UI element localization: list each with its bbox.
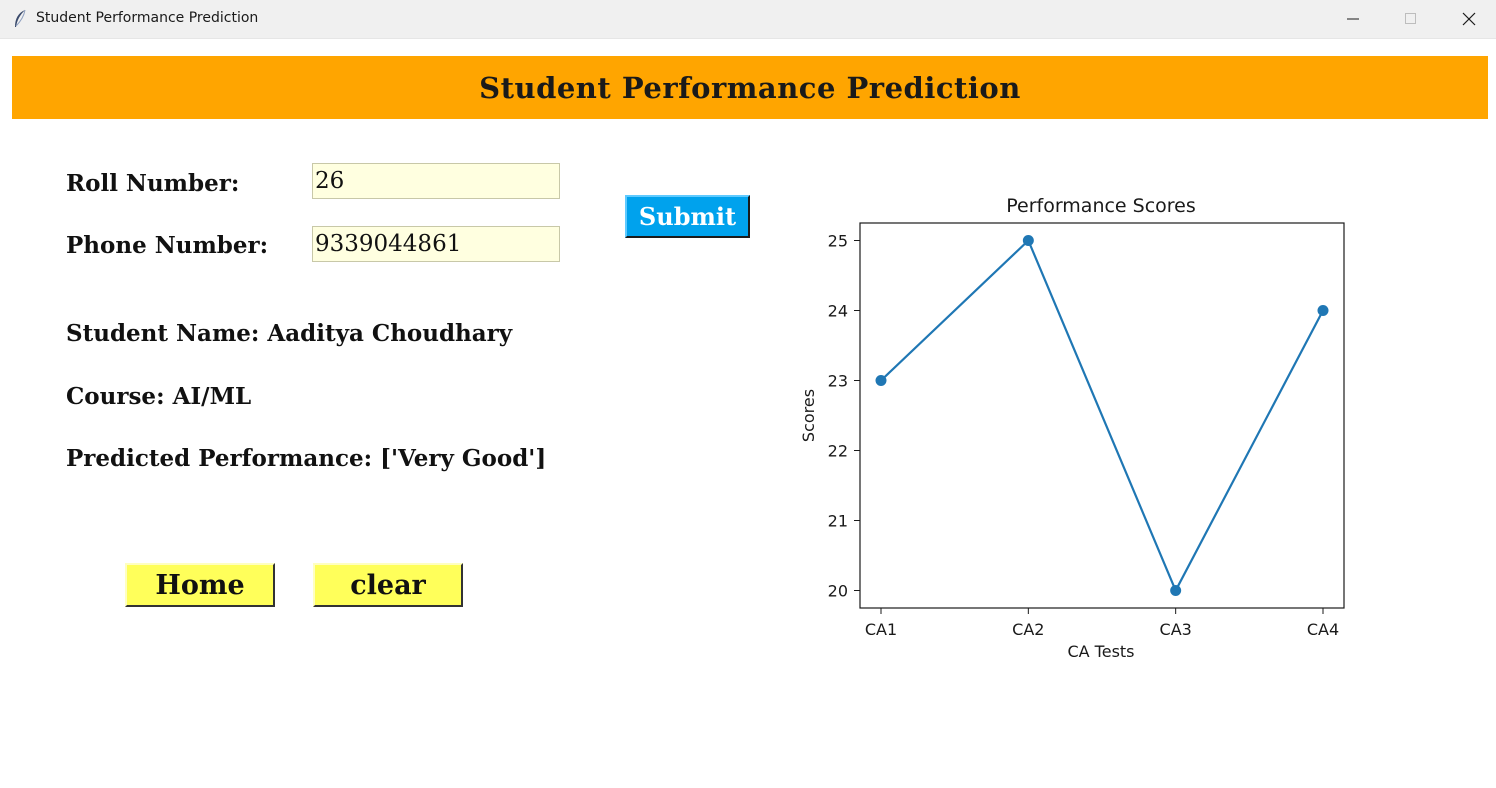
minimize-button[interactable] xyxy=(1324,0,1382,38)
data-point-ca2 xyxy=(1022,235,1034,246)
y-axis-label: Scores xyxy=(799,389,818,442)
maximize-button[interactable] xyxy=(1382,0,1440,38)
phone-number-input[interactable] xyxy=(312,226,560,262)
y-tick-label: 21 xyxy=(828,512,848,531)
page-title: Student Performance Prediction xyxy=(479,70,1021,105)
y-tick-label: 20 xyxy=(828,582,848,601)
y-tick-label: 25 xyxy=(828,232,848,251)
roll-number-label: Roll Number: xyxy=(66,170,240,197)
clear-button[interactable]: clear xyxy=(313,563,463,607)
feather-icon xyxy=(15,9,26,27)
window-title: Student Performance Prediction xyxy=(36,10,259,26)
x-tick-label: CA4 xyxy=(1307,620,1339,639)
close-button[interactable] xyxy=(1440,0,1496,38)
data-point-ca1 xyxy=(875,375,887,386)
data-point-ca3 xyxy=(1170,585,1182,596)
chart-title: Performance Scores xyxy=(1006,195,1196,217)
y-tick-label: 23 xyxy=(828,372,848,391)
predicted-performance-text: Predicted Performance: ['Very Good'] xyxy=(66,445,547,472)
maximize-icon xyxy=(1405,13,1416,24)
x-tick-label: CA2 xyxy=(1012,620,1044,639)
header-banner: Student Performance Prediction xyxy=(12,56,1488,119)
x-tick-label: CA1 xyxy=(865,620,897,639)
home-button[interactable]: Home xyxy=(125,563,275,607)
phone-number-label: Phone Number: xyxy=(66,232,269,259)
roll-number-input[interactable] xyxy=(312,163,560,199)
minimize-icon xyxy=(1347,18,1359,20)
y-tick-label: 24 xyxy=(828,302,848,321)
window-titlebar: Student Performance Prediction xyxy=(0,0,1496,39)
close-icon xyxy=(1462,12,1476,26)
x-axis-label: CA Tests xyxy=(1067,642,1134,661)
submit-button[interactable]: Submit xyxy=(625,195,750,238)
data-point-ca4 xyxy=(1317,305,1329,316)
course-text: Course: AI/ML xyxy=(66,383,252,410)
performance-chart: Performance Scores 20 21 22 23 24 25 CA1 CA2 CA… xyxy=(799,195,1345,661)
student-name-text: Student Name: Aaditya Choudhary xyxy=(66,320,513,347)
y-tick-label: 22 xyxy=(828,442,848,461)
x-tick-label: CA3 xyxy=(1160,620,1192,639)
series-line xyxy=(880,238,1324,594)
